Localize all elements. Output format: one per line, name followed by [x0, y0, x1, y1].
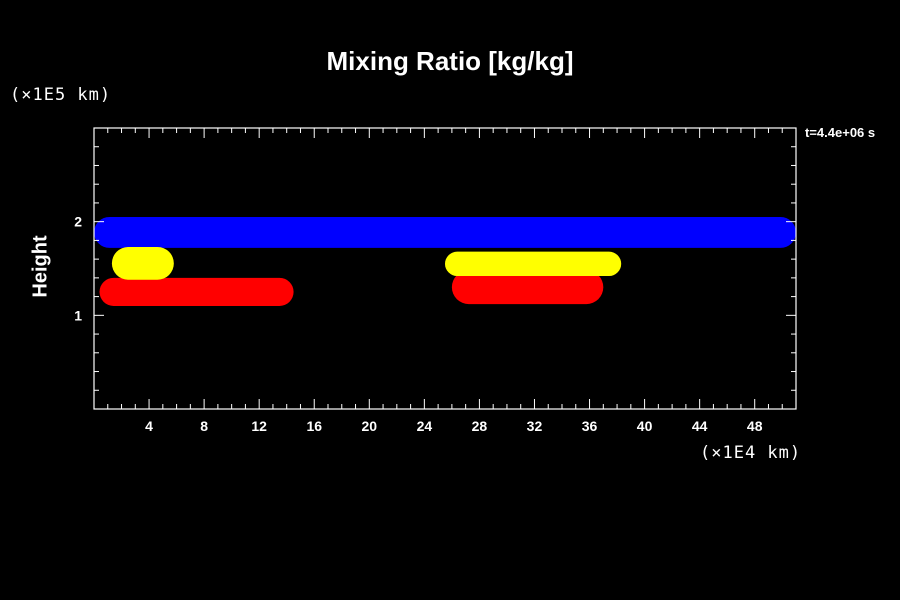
x-tick-label-44: 44	[692, 418, 708, 434]
x-tick-label-8: 8	[200, 418, 208, 434]
y-axis-unit: (×1E5 km)	[10, 85, 112, 105]
chart-title: Mixing Ratio [kg/kg]	[326, 46, 574, 76]
x-tick-label-4: 4	[145, 418, 153, 434]
x-tick-label-16: 16	[306, 418, 322, 434]
x-tick-label-28: 28	[472, 418, 488, 434]
plot-frame	[93, 127, 797, 410]
time-label: t=4.4e+06 s	[805, 125, 876, 140]
field-region-4	[445, 251, 622, 276]
field-region-1	[99, 277, 294, 306]
y-tick-label-1: 1	[74, 307, 82, 323]
field-region-2	[111, 246, 174, 280]
x-tick-label-12: 12	[251, 418, 267, 434]
x-tick-label-48: 48	[747, 418, 763, 434]
field-region-0	[94, 216, 796, 248]
field-region-3	[451, 270, 604, 305]
y-tick-label-2: 2	[74, 214, 82, 230]
x-tick-label-20: 20	[362, 418, 378, 434]
x-tick-label-40: 40	[637, 418, 653, 434]
x-tick-label-36: 36	[582, 418, 598, 434]
field-layer	[94, 216, 796, 306]
x-tick-label-32: 32	[527, 418, 543, 434]
x-axis-unit: (×1E4 km)	[700, 443, 802, 463]
x-tick-label-24: 24	[417, 418, 433, 434]
